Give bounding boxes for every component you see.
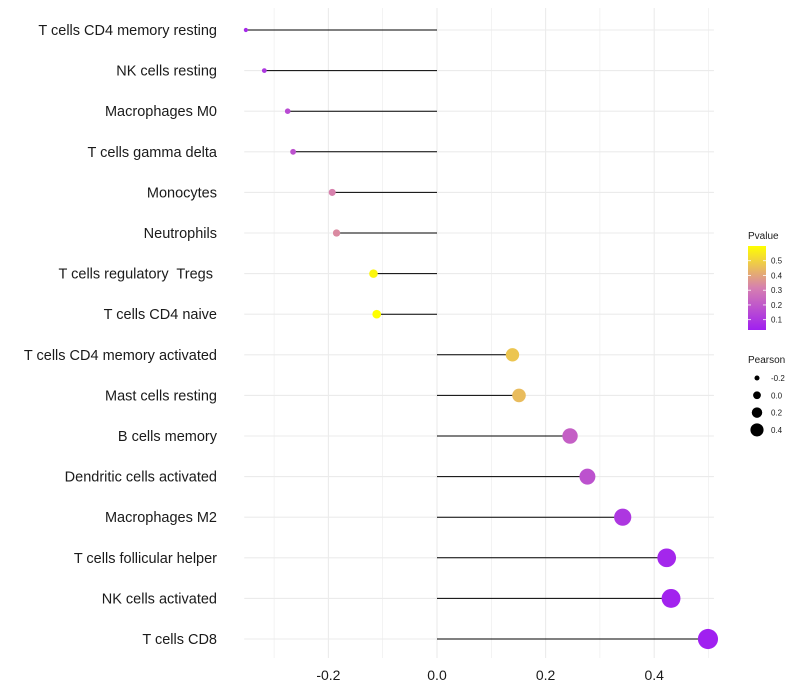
y-axis-labels: T cells CD4 memory resting NK cells resti… bbox=[24, 23, 218, 648]
pvalue-legend-title: Pvalue bbox=[748, 231, 779, 242]
y-label-t-cells-cd4-memory-resting: T cells CD4 memory resting bbox=[38, 23, 217, 39]
point-t-cells-gamma-delta bbox=[290, 148, 296, 155]
y-label-t-cells-gamma-delta: T cells gamma delta bbox=[88, 145, 218, 161]
point-mast-cells-resting bbox=[512, 388, 526, 403]
grid-lines bbox=[244, 8, 714, 658]
pvalue-colorbar bbox=[748, 246, 766, 330]
y-label-macrophages-m2: Macrophages M2 bbox=[105, 510, 217, 526]
y-label-monocytes: Monocytes bbox=[147, 185, 217, 201]
point-macrophages-m0 bbox=[284, 108, 291, 114]
pvalue-tick-label: 0.1 bbox=[771, 316, 783, 325]
point-b-cells-memory bbox=[562, 428, 578, 444]
y-label-mast-cells-resting: Mast cells resting bbox=[105, 388, 217, 404]
x-axis-tick-labels: -0.2 0.0 0.2 0.4 bbox=[316, 667, 664, 683]
y-label-nk-cells-activated: NK cells activated bbox=[102, 591, 217, 607]
pearson-legend-label: -0.2 bbox=[771, 374, 785, 383]
point-neutrophils bbox=[332, 229, 341, 237]
pvalue-tick-label: 0.2 bbox=[771, 301, 783, 310]
pearson-legend-label: 0.0 bbox=[771, 391, 783, 400]
y-label-neutrophils: Neutrophils bbox=[144, 226, 217, 242]
x-tick-label: -0.2 bbox=[316, 667, 340, 683]
point-t-cells-follicular-helper bbox=[657, 548, 677, 568]
pearson-legend: Pearson -0.2 0.0 0.2 0.4 bbox=[748, 355, 785, 437]
point-monocytes bbox=[328, 188, 336, 196]
y-label-t-cells-cd4-naive: T cells CD4 naive bbox=[104, 307, 217, 323]
point-macrophages-m2 bbox=[614, 508, 632, 526]
y-label-macrophages-m0: Macrophages M0 bbox=[105, 104, 217, 120]
y-label-t-cells-cd8: T cells CD8 bbox=[142, 632, 217, 648]
pvalue-tick-label: 0.3 bbox=[771, 286, 783, 295]
point-nk-cells-activated bbox=[661, 588, 681, 608]
stems bbox=[245, 29, 708, 640]
y-label-t-cells-cd4-memory-activated: T cells CD4 memory activated bbox=[24, 348, 217, 364]
point-t-cells-regulatory-tregs bbox=[369, 269, 378, 278]
x-tick-label: 0.4 bbox=[644, 667, 664, 683]
y-label-t-cells-regulatory-tregs: T cells regulatory Tregs bbox=[59, 267, 218, 283]
point-nk-cells-resting bbox=[261, 68, 267, 73]
pearson-legend-label: 0.2 bbox=[771, 409, 783, 418]
pvalue-tick-label: 0.5 bbox=[771, 257, 783, 266]
pearson-legend-key bbox=[753, 391, 761, 400]
point-t-cells-cd4-naive bbox=[372, 309, 382, 319]
pearson-legend-title: Pearson bbox=[748, 355, 785, 366]
pvalue-legend: Pvalue 0.1 0.2 0.3 0.4 0.5 bbox=[748, 231, 783, 330]
pearson-legend-key bbox=[750, 423, 764, 437]
x-tick-label: 0.2 bbox=[536, 667, 556, 683]
y-label-dendritic-cells-activated: Dendritic cells activated bbox=[65, 470, 217, 486]
pearson-legend-label: 0.4 bbox=[771, 426, 783, 435]
pearson-legend-key bbox=[751, 407, 763, 418]
x-tick-label: 0.0 bbox=[427, 667, 447, 683]
y-label-nk-cells-resting: NK cells resting bbox=[116, 64, 217, 80]
point-t-cells-cd4-memory-activated bbox=[505, 348, 520, 362]
pearson-legend-key bbox=[754, 375, 760, 381]
point-t-cells-cd4-memory-resting bbox=[243, 27, 248, 33]
points bbox=[243, 27, 719, 650]
y-label-t-cells-follicular-helper: T cells follicular helper bbox=[74, 551, 217, 567]
pvalue-tick-label: 0.4 bbox=[771, 271, 783, 280]
y-label-b-cells-memory: B cells memory bbox=[118, 429, 218, 445]
point-t-cells-cd8 bbox=[697, 628, 719, 650]
point-dendritic-cells-activated bbox=[579, 468, 596, 485]
